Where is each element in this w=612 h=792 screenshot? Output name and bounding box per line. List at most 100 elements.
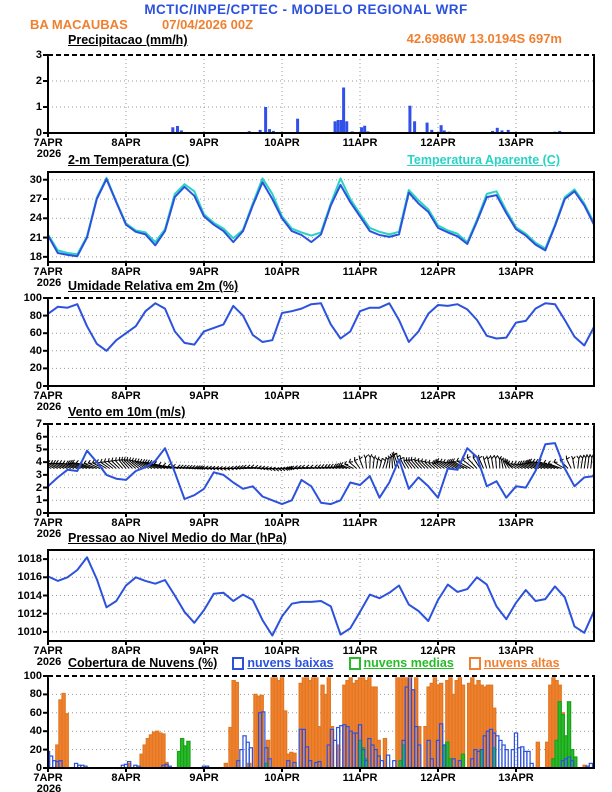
run-datetime: 07/04/2026 00Z bbox=[162, 17, 254, 32]
y-tick-label: 20 bbox=[29, 362, 42, 375]
x-tick-label: 12APR bbox=[420, 137, 456, 149]
y-tick-label: 21 bbox=[29, 231, 42, 244]
station-name: BA MACAUBAS bbox=[30, 17, 128, 32]
x-tick-label: 9APR bbox=[189, 137, 219, 149]
x-tick-label: 8APR bbox=[111, 517, 141, 529]
y-tick-label: 0 bbox=[35, 507, 42, 519]
y-tick-label: 2 bbox=[35, 481, 42, 494]
low-clouds-label: nuvens baixas bbox=[247, 656, 334, 670]
x-tick-label: 12APR bbox=[420, 645, 456, 657]
y-tick-label: 4 bbox=[35, 456, 42, 469]
x-tick-label: 11APR bbox=[342, 390, 378, 402]
model-title: MCTIC/INPE/CPTEC - MODELO REGIONAL WRF bbox=[144, 2, 468, 17]
y-tick-label: 6 bbox=[35, 430, 42, 443]
y-tick-label: 80 bbox=[29, 309, 42, 322]
x-tick-label: 9APR bbox=[189, 772, 219, 784]
x-tick-label: 8APR bbox=[111, 137, 141, 149]
x-tick-label: 7APR bbox=[33, 390, 63, 402]
x-tick-label: 2026 bbox=[36, 148, 62, 160]
x-tick-label: 9APR bbox=[189, 390, 219, 402]
legend-item-high-clouds: nuvens altas bbox=[468, 656, 560, 670]
x-tick-label: 2026 bbox=[36, 656, 62, 668]
y-tick-label: 5 bbox=[35, 443, 42, 456]
x-tick-label: 12APR bbox=[420, 266, 456, 278]
x-tick-label: 11APR bbox=[342, 772, 378, 784]
x-tick-label: 7APR bbox=[33, 517, 63, 529]
y-tick-label: 40 bbox=[29, 725, 42, 738]
mid-clouds-label: nuvens medias bbox=[363, 656, 454, 670]
y-tick-label: 30 bbox=[29, 173, 42, 186]
y-tick-label: 20 bbox=[29, 743, 42, 756]
legend-item-low-clouds: nuvens baixas bbox=[232, 656, 334, 670]
panel-title-humidity: Umidade Relativa em 2m (%) bbox=[68, 279, 239, 293]
x-tick-label: 7APR bbox=[33, 266, 63, 278]
y-tick-label: 24 bbox=[29, 212, 42, 225]
y-tick-label: 0 bbox=[35, 762, 42, 774]
y-tick-label: 3 bbox=[35, 468, 42, 481]
x-tick-label: 10APR bbox=[264, 390, 300, 402]
y-tick-label: 1018 bbox=[17, 553, 42, 566]
x-tick-label: 7APR bbox=[33, 772, 63, 784]
y-tick-label: 1 bbox=[35, 101, 42, 113]
x-tick-label: 13APR bbox=[498, 517, 534, 529]
high-clouds-label: nuvens altas bbox=[483, 656, 560, 670]
x-tick-label: 10APR bbox=[264, 772, 300, 784]
x-tick-label: 10APR bbox=[264, 137, 300, 149]
mid-clouds-swatch-icon bbox=[348, 656, 361, 670]
y-tick-label: 60 bbox=[29, 706, 42, 719]
x-tick-label: 13APR bbox=[498, 645, 534, 657]
y-tick-label: 1014 bbox=[17, 589, 42, 602]
x-tick-label: 2026 bbox=[36, 528, 62, 540]
x-tick-label: 10APR bbox=[264, 645, 300, 657]
x-tick-label: 2026 bbox=[36, 277, 62, 289]
x-tick-label: 11APR bbox=[342, 266, 378, 278]
x-tick-label: 13APR bbox=[498, 772, 534, 784]
y-tick-label: 3 bbox=[35, 49, 42, 61]
location-coords: 42.6986W 13.0194S 697m bbox=[406, 31, 562, 46]
x-tick-label: 13APR bbox=[498, 390, 534, 402]
x-tick-label: 13APR bbox=[498, 137, 534, 149]
x-tick-label: 7APR bbox=[33, 645, 63, 657]
y-tick-label: 1 bbox=[35, 494, 42, 507]
panel-title-temperature: 2-m Temperatura (C) bbox=[68, 153, 190, 167]
x-tick-label: 10APR bbox=[264, 517, 300, 529]
x-tick-label: 8APR bbox=[111, 645, 141, 657]
x-tick-label: 11APR bbox=[342, 137, 378, 149]
panel-title-pressure: Pressao ao Nivel Medio do Mar (hPa) bbox=[68, 531, 287, 545]
y-tick-label: 2 bbox=[35, 75, 42, 87]
y-tick-label: 40 bbox=[29, 344, 42, 357]
y-tick-label: 18 bbox=[29, 250, 42, 263]
x-tick-label: 12APR bbox=[420, 772, 456, 784]
y-tick-label: 1012 bbox=[17, 607, 42, 620]
x-tick-label: 9APR bbox=[189, 266, 219, 278]
x-tick-label: 8APR bbox=[111, 772, 141, 784]
x-tick-label: 10APR bbox=[264, 266, 300, 278]
y-tick-label: 100 bbox=[23, 292, 42, 304]
x-tick-label: 2026 bbox=[36, 401, 62, 413]
y-tick-label: 1016 bbox=[17, 571, 42, 584]
x-tick-label: 13APR bbox=[498, 266, 534, 278]
x-tick-label: 11APR bbox=[342, 517, 378, 529]
x-tick-label: 11APR bbox=[342, 645, 378, 657]
y-tick-label: 0 bbox=[35, 380, 42, 392]
y-tick-label: 60 bbox=[29, 327, 42, 340]
x-tick-label: 9APR bbox=[189, 645, 219, 657]
y-tick-label: 100 bbox=[23, 670, 42, 682]
cloud-panel-header: Cobertura de Nuvens (%) nuvens baixas nu… bbox=[68, 656, 560, 670]
y-tick-label: 7 bbox=[35, 418, 42, 430]
panel-title-wind: Vento em 10m (m/s) bbox=[68, 405, 186, 419]
panel-title-precipitation: Precipitacao (mm/h) bbox=[68, 33, 188, 47]
low-clouds-swatch-icon bbox=[232, 656, 245, 670]
y-tick-label: 0 bbox=[35, 127, 42, 139]
x-tick-label: 8APR bbox=[111, 390, 141, 402]
legend-item-mid-clouds: nuvens medias bbox=[348, 656, 454, 670]
x-tick-label: 9APR bbox=[189, 517, 219, 529]
x-tick-label: 12APR bbox=[420, 390, 456, 402]
high-clouds-swatch-icon bbox=[468, 656, 481, 670]
y-tick-label: 80 bbox=[29, 688, 42, 701]
y-tick-label: 1010 bbox=[17, 625, 42, 638]
x-tick-label: 8APR bbox=[111, 266, 141, 278]
y-tick-label: 27 bbox=[29, 193, 42, 205]
